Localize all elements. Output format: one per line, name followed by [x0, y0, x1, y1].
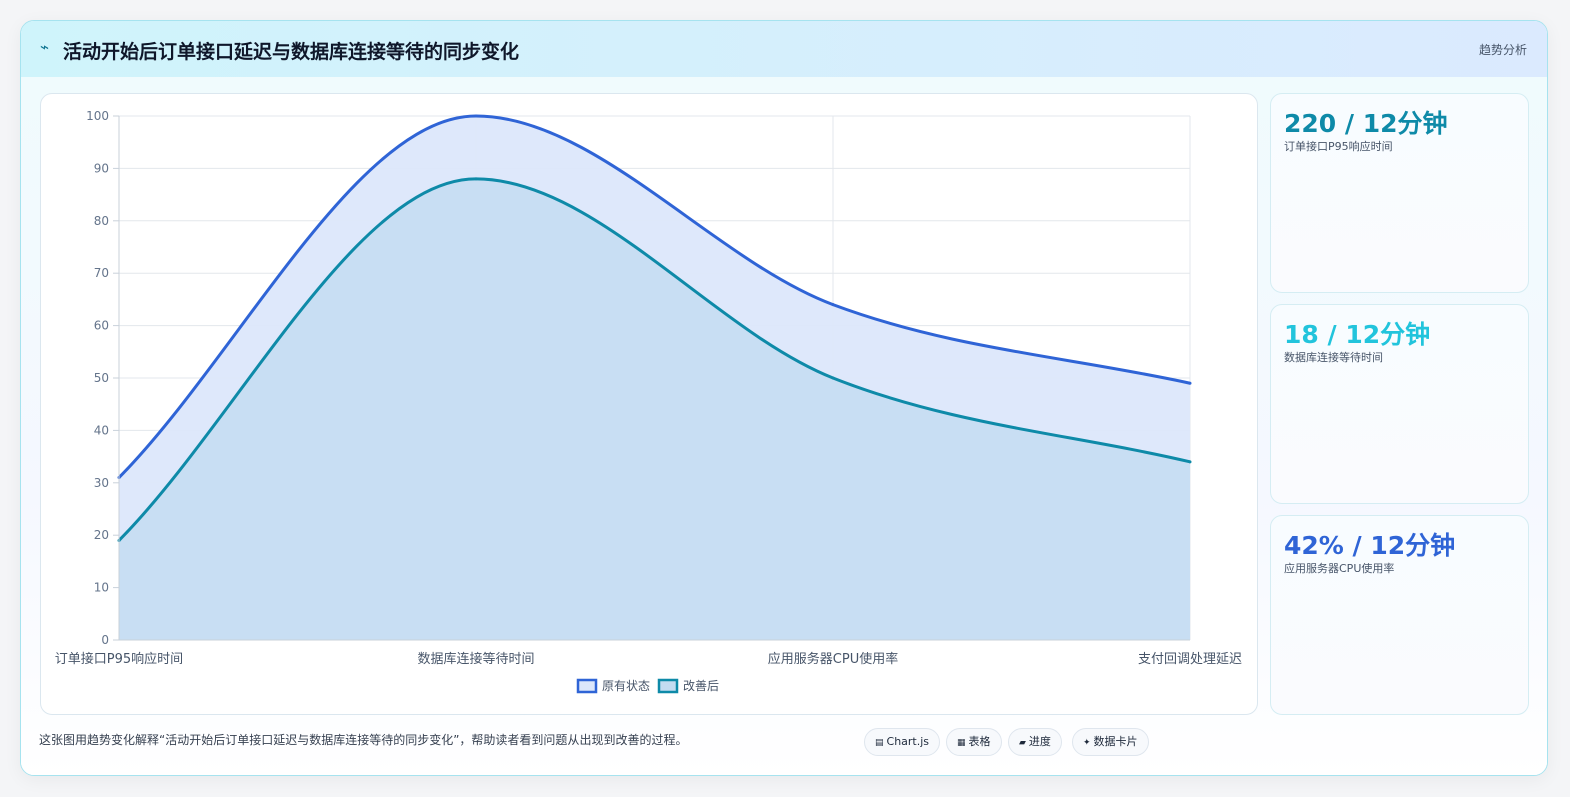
kpi-label: 应用服务器CPU使用率 — [1284, 562, 1395, 575]
y-tick-label: 50 — [94, 371, 109, 385]
chip-data-card[interactable]: ✦ 数据卡片 — [1072, 728, 1149, 756]
y-tick-label: 10 — [94, 581, 109, 595]
trend-analysis-tag: 趋势分析 — [1478, 43, 1527, 57]
y-tick-label: 0 — [101, 633, 109, 647]
kpi-value: 42% / 12分钟 — [1284, 531, 1456, 560]
chip-progress[interactable]: ▰ 进度 — [1008, 728, 1062, 756]
x-tick-label: 订单接口P95响应时间 — [55, 651, 183, 667]
y-tick-label: 100 — [86, 109, 109, 123]
data-point — [474, 177, 478, 181]
table-icon: ▦ — [957, 738, 966, 748]
data-point — [1188, 381, 1192, 385]
series-area-2 — [119, 178, 1190, 640]
card-header: ⌁ 活动开始后订单接口延迟与数据库连接等待的同步变化 趋势分析 — [21, 21, 1547, 77]
data-point — [1188, 460, 1192, 464]
chart-description: 这张图用趋势变化解释“活动开始后订单接口延迟与数据库连接等待的同步变化”，帮助读… — [39, 733, 688, 747]
kpi-label: 订单接口P95响应时间 — [1284, 140, 1393, 153]
series-line-2 — [117, 177, 1191, 542]
x-tick-label: 支付回调处理延迟 — [1138, 652, 1242, 667]
kpi-card-db-wait: 18 / 12分钟 数据库连接等待时间 — [1270, 304, 1529, 504]
x-tick-label: 数据库连接等待时间 — [417, 651, 534, 667]
trend-line-icon: ⌁ — [40, 38, 50, 56]
chart-panel: 0 10 20 30 40 50 60 70 80 90 100 订单接口P95响应时间 数据库连接等待… — [40, 93, 1258, 715]
chip-label: 数据卡片 — [1093, 735, 1138, 748]
kpi-value: 220 / 12分钟 — [1284, 109, 1448, 138]
kpi-card-cpu: 42% / 12分钟 应用服务器CPU使用率 — [1270, 515, 1529, 715]
chip-table[interactable]: ▦ 表格 — [946, 728, 1002, 756]
y-tick-label: 40 — [94, 423, 109, 437]
y-tick-label: 70 — [94, 266, 109, 280]
page-title: 活动开始后订单接口延迟与数据库连接等待的同步变化 — [63, 41, 520, 63]
kpi-value: 18 / 12分钟 — [1284, 320, 1431, 349]
legend-swatch — [657, 678, 679, 694]
kpi-card-order-latency: 220 / 12分钟 订单接口P95响应时间 — [1270, 93, 1529, 293]
sparkle-icon: ✦ — [1083, 738, 1091, 748]
y-tick-label: 30 — [94, 476, 109, 490]
series-line-1 — [117, 114, 1191, 479]
kpi-label: 数据库连接等待时间 — [1284, 351, 1383, 364]
legend-label: 原有状态 — [602, 679, 650, 693]
legend-swatch — [576, 678, 598, 694]
data-point — [831, 376, 835, 380]
chip-label: Chart.js — [886, 735, 930, 748]
y-tick-label: 60 — [94, 319, 109, 333]
progress-icon: ▰ — [1019, 738, 1026, 748]
y-tick-label: 20 — [94, 528, 109, 542]
data-point — [474, 114, 478, 118]
y-tick-label: 90 — [94, 161, 109, 175]
legend-label: 改善后 — [683, 678, 719, 693]
chip-chartjs[interactable]: ▤ Chart.js — [864, 728, 941, 756]
chip-label: 进度 — [1028, 735, 1051, 748]
chart-icon: ▤ — [875, 738, 884, 748]
data-point — [831, 303, 835, 307]
x-tick-label: 应用服务器CPU使用率 — [768, 651, 898, 667]
chip-label: 表格 — [968, 735, 991, 748]
report-card: ⌁ 活动开始后订单接口延迟与数据库连接等待的同步变化 趋势分析 0 10 20 30 4… — [20, 20, 1548, 776]
y-tick-label: 80 — [94, 214, 109, 228]
area-chart: 0 10 20 30 40 50 60 70 80 90 100 订单接口P95响应时间 数据库连接等待… — [55, 109, 1242, 694]
